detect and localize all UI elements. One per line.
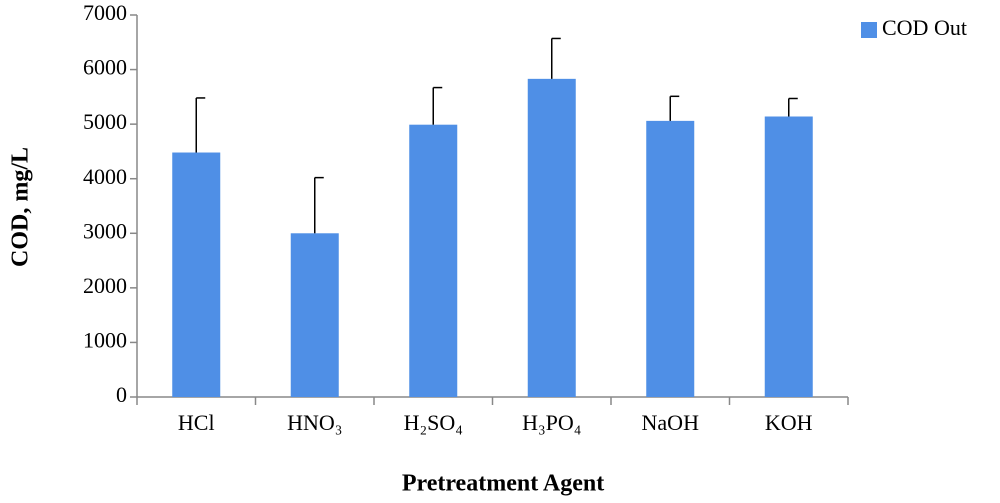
error-bar [669,95,680,121]
y-tick-label: 3000 [83,218,127,243]
x-tick-label: H₂SO₄ [404,410,463,435]
x-tick-label: HNO₃ [287,410,342,435]
bar [290,233,339,397]
error-bar [788,97,798,117]
y-tick-label: 6000 [83,55,127,80]
x-tick-label: H₃PO₄ [522,410,581,435]
bar [527,78,576,397]
bar [409,124,458,397]
error-bar [195,97,206,153]
y-tick-label: 2000 [83,273,127,298]
y-axis-title: COD, mg/L [8,147,34,267]
bar [764,116,813,397]
x-axis-title: Pretreatment Agent [402,471,604,497]
error-bar [432,86,443,125]
error-bar [551,37,561,79]
x-tick-label: KOH [765,410,813,435]
bar [172,152,221,397]
legend-label: COD Out [882,15,967,40]
y-tick-label: 7000 [83,0,127,25]
y-tick-label: 1000 [83,327,127,352]
x-tick-label: HCl [178,410,215,435]
legend-swatch [861,22,877,38]
error-bar [314,176,324,234]
y-tick-label: 0 [116,382,127,407]
x-tick-label: NaOH [642,410,700,435]
y-tick-label: 4000 [83,164,127,189]
bar [646,120,695,398]
y-tick-label: 5000 [83,109,127,134]
